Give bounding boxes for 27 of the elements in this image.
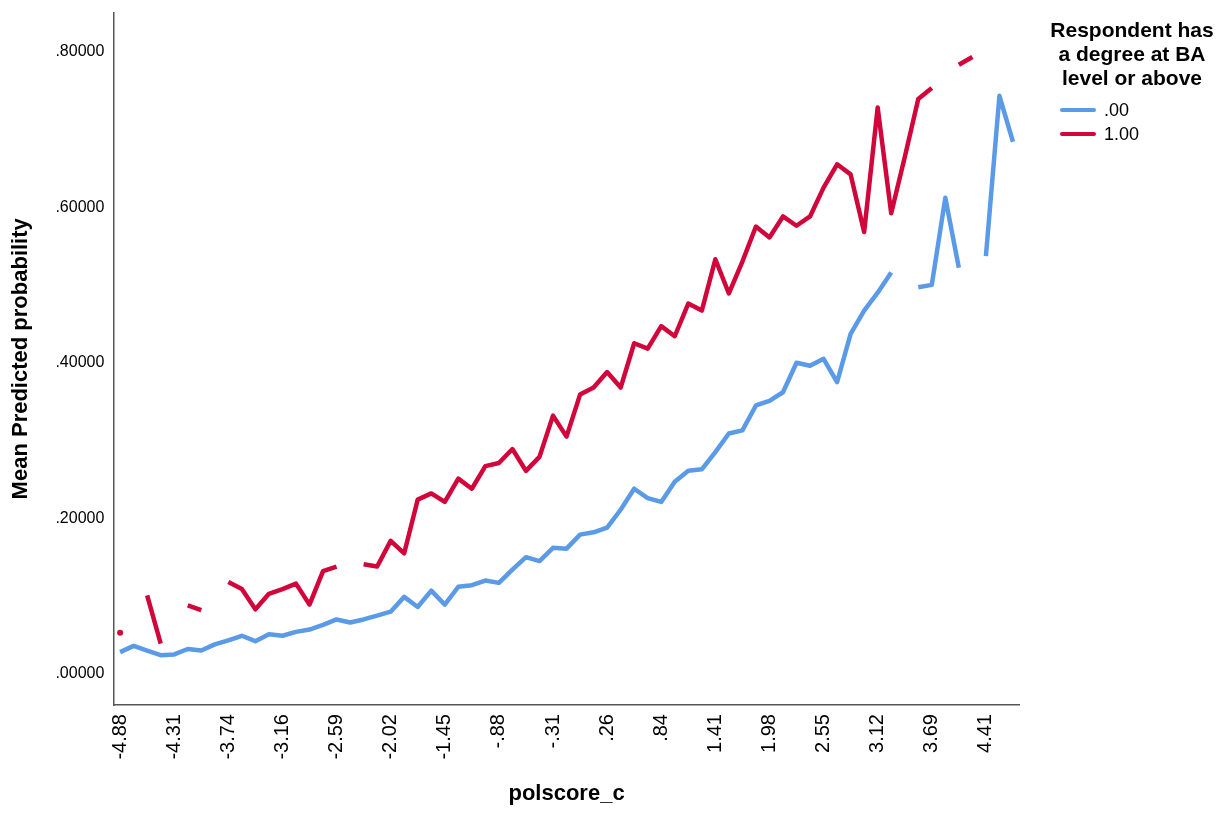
x-tick-label: -2.02: [378, 714, 401, 760]
x-tick-label: .26: [594, 714, 617, 742]
y-tick-label: .00000: [55, 664, 105, 682]
y-tick-label: .20000: [55, 508, 105, 526]
x-tick-label: .84: [648, 714, 671, 742]
legend-label: .00: [1104, 99, 1130, 121]
x-tick-label: -3.74: [215, 714, 238, 760]
x-tick-label: -2.59: [324, 714, 347, 760]
y-tick-label: .40000: [55, 353, 105, 371]
x-tick-label: 1.41: [702, 714, 725, 753]
legend-label: 1.00: [1104, 123, 1140, 145]
x-tick-label: 3.12: [865, 714, 888, 753]
x-tick-label: -4.88: [107, 714, 130, 760]
x-tick-label: -3.16: [269, 714, 292, 760]
x-tick-label: -4.31: [161, 714, 184, 760]
x-tick-label: 3.69: [919, 714, 942, 753]
x-axis-title: polscore_c: [508, 779, 625, 805]
y-tick-label: .80000: [55, 41, 105, 59]
x-tick-label: 1.98: [756, 714, 779, 753]
x-tick-label: 4.41: [973, 714, 996, 753]
x-tick-label: 2.55: [811, 714, 834, 753]
x-tick-label: -1.45: [432, 714, 455, 760]
legend-title: Respondent has a degree at BA level or above: [1049, 18, 1215, 90]
y-tick-label: .60000: [55, 197, 105, 215]
x-tick-label: -.88: [486, 714, 509, 749]
x-tick-label: -.31: [540, 714, 563, 749]
y-axis-title: Mean Predicted probability: [7, 217, 33, 500]
